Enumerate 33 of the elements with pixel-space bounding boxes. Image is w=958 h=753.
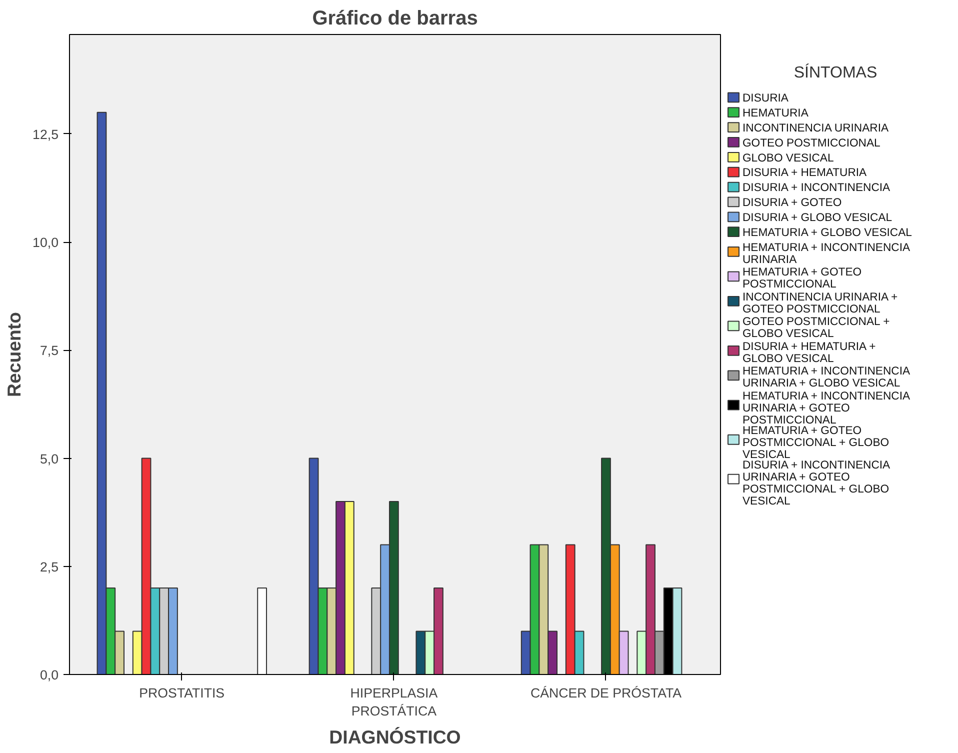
legend-label: HEMATURIA + GOTEO POSTMICCIONAL [742, 266, 862, 291]
bar [257, 588, 267, 674]
legend-label: DISURIA + GOTEO [742, 197, 842, 210]
y-tick-label: 0,0 [40, 668, 59, 682]
legend-label: HEMATURIA + INCONTINENCIA URINARIA + GLOBO VESICAL [742, 366, 910, 390]
x-tick-label: HIPERPLASIA PROSTÁTICA [350, 686, 438, 718]
x-axis-title: DIAGNÓSTICO [329, 726, 461, 748]
legend-title: SÍNTOMAS [794, 63, 878, 82]
x-tick-label: CÁNCER DE PRÓSTATA [530, 686, 682, 700]
legend-label: GOTEO POSTMICCIONAL [742, 137, 880, 150]
y-tick-label: 7,5 [40, 343, 59, 358]
legend-label: HEMATURIA + INCONTINENCIA URINARIA [742, 242, 910, 266]
legend-label: GOTEO POSTMICCIONAL + GLOBO VESICAL [742, 316, 890, 340]
y-tick-label: 2,5 [40, 559, 59, 574]
y-tick-label: 10,0 [32, 235, 59, 250]
legend-label: DISURIA + INCONTINENCIA [742, 182, 891, 194]
y-tick-label: 12,5 [32, 126, 59, 142]
legend-label: DISURIA + HEMATURIA [742, 167, 868, 180]
legend-label: HEMATURIA [742, 107, 809, 120]
x-tick-label: PROSTATITIS [139, 686, 225, 700]
legend-label: DISURIA + HEMATURIA + GLOBO VESICAL [742, 340, 876, 365]
legend-label: DISURIA [742, 92, 789, 105]
legend-label: HEMATURIA + INCONTINENCIA URINARIA + GOTEO POSTMICCIONAL [742, 390, 910, 426]
y-axis-title: Recuento [4, 312, 25, 397]
legend-label: INCONTINENCIA URINARIA [742, 122, 889, 134]
legend-label: DISURIA + GLOBO VESICAL [742, 212, 892, 224]
legend-label: GLOBO VESICAL [742, 152, 834, 164]
chart-title: Gráfico de barras [312, 8, 478, 30]
legend-label: HEMATURIA + GOTEO POSTMICCIONAL + GLOBO VESICAL [742, 424, 890, 461]
y-tick-label: 5,0 [40, 451, 59, 466]
legend-label: INCONTINENCIA URINARIA + GOTEO POSTMICCIONAL [742, 291, 898, 316]
legend-label: HEMATURIA + GLOBO VESICAL [742, 226, 912, 239]
legend-label: DISURIA + INCONTINENCIA URINARIA + GOTEO POSTMICCIONAL + GLOBO VESICAL [742, 459, 891, 508]
